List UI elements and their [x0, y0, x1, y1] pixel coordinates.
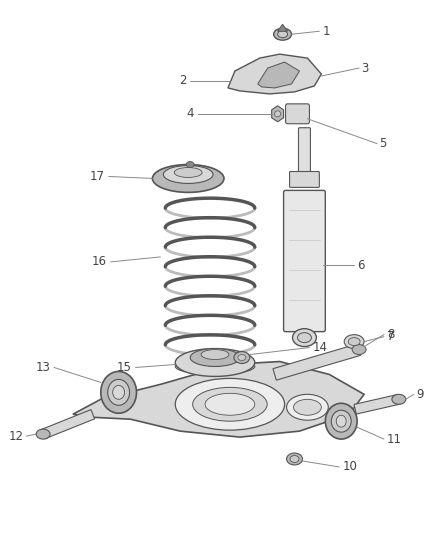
- Text: 3: 3: [361, 61, 368, 75]
- Text: 15: 15: [117, 361, 131, 374]
- Ellipse shape: [336, 415, 346, 427]
- Text: 5: 5: [379, 137, 386, 150]
- Polygon shape: [354, 394, 400, 414]
- Ellipse shape: [352, 345, 366, 354]
- Ellipse shape: [234, 352, 250, 364]
- Ellipse shape: [392, 394, 406, 404]
- Ellipse shape: [286, 394, 328, 420]
- Ellipse shape: [293, 329, 316, 346]
- Polygon shape: [73, 361, 364, 437]
- Text: 8: 8: [387, 328, 394, 341]
- Ellipse shape: [205, 393, 255, 415]
- FancyBboxPatch shape: [290, 172, 319, 188]
- Text: 12: 12: [8, 430, 23, 442]
- Text: 16: 16: [92, 255, 107, 269]
- Ellipse shape: [174, 167, 202, 177]
- Polygon shape: [272, 106, 283, 122]
- Text: 7: 7: [387, 330, 395, 343]
- FancyBboxPatch shape: [298, 128, 311, 180]
- Ellipse shape: [36, 429, 50, 439]
- Text: 6: 6: [357, 259, 364, 271]
- Ellipse shape: [290, 456, 299, 463]
- Text: 13: 13: [35, 361, 50, 374]
- Polygon shape: [41, 409, 95, 439]
- Ellipse shape: [325, 403, 357, 439]
- FancyBboxPatch shape: [286, 104, 309, 124]
- Ellipse shape: [175, 349, 255, 376]
- FancyBboxPatch shape: [283, 190, 325, 332]
- Ellipse shape: [293, 399, 321, 415]
- Ellipse shape: [113, 385, 124, 399]
- Ellipse shape: [274, 28, 292, 40]
- Ellipse shape: [344, 335, 364, 349]
- Ellipse shape: [201, 350, 229, 360]
- Polygon shape: [258, 62, 300, 88]
- Ellipse shape: [193, 387, 267, 421]
- Ellipse shape: [152, 165, 224, 192]
- Ellipse shape: [297, 333, 311, 343]
- Ellipse shape: [175, 378, 285, 430]
- Ellipse shape: [186, 161, 194, 167]
- Ellipse shape: [101, 372, 137, 413]
- Text: 9: 9: [417, 388, 424, 401]
- Ellipse shape: [278, 31, 288, 38]
- Ellipse shape: [190, 349, 240, 367]
- Text: 17: 17: [90, 170, 105, 183]
- Ellipse shape: [275, 111, 281, 117]
- Ellipse shape: [238, 354, 246, 360]
- Ellipse shape: [348, 337, 360, 345]
- Text: 2: 2: [179, 75, 186, 87]
- Text: 4: 4: [187, 107, 194, 120]
- Polygon shape: [228, 54, 321, 94]
- Ellipse shape: [175, 359, 255, 375]
- Ellipse shape: [108, 379, 130, 405]
- Ellipse shape: [286, 453, 303, 465]
- Polygon shape: [278, 25, 288, 31]
- Polygon shape: [273, 344, 361, 380]
- Text: 10: 10: [342, 461, 357, 473]
- Ellipse shape: [163, 166, 213, 183]
- Text: 14: 14: [312, 341, 327, 354]
- Text: 1: 1: [322, 25, 330, 38]
- Ellipse shape: [331, 410, 351, 432]
- Text: 11: 11: [387, 433, 402, 446]
